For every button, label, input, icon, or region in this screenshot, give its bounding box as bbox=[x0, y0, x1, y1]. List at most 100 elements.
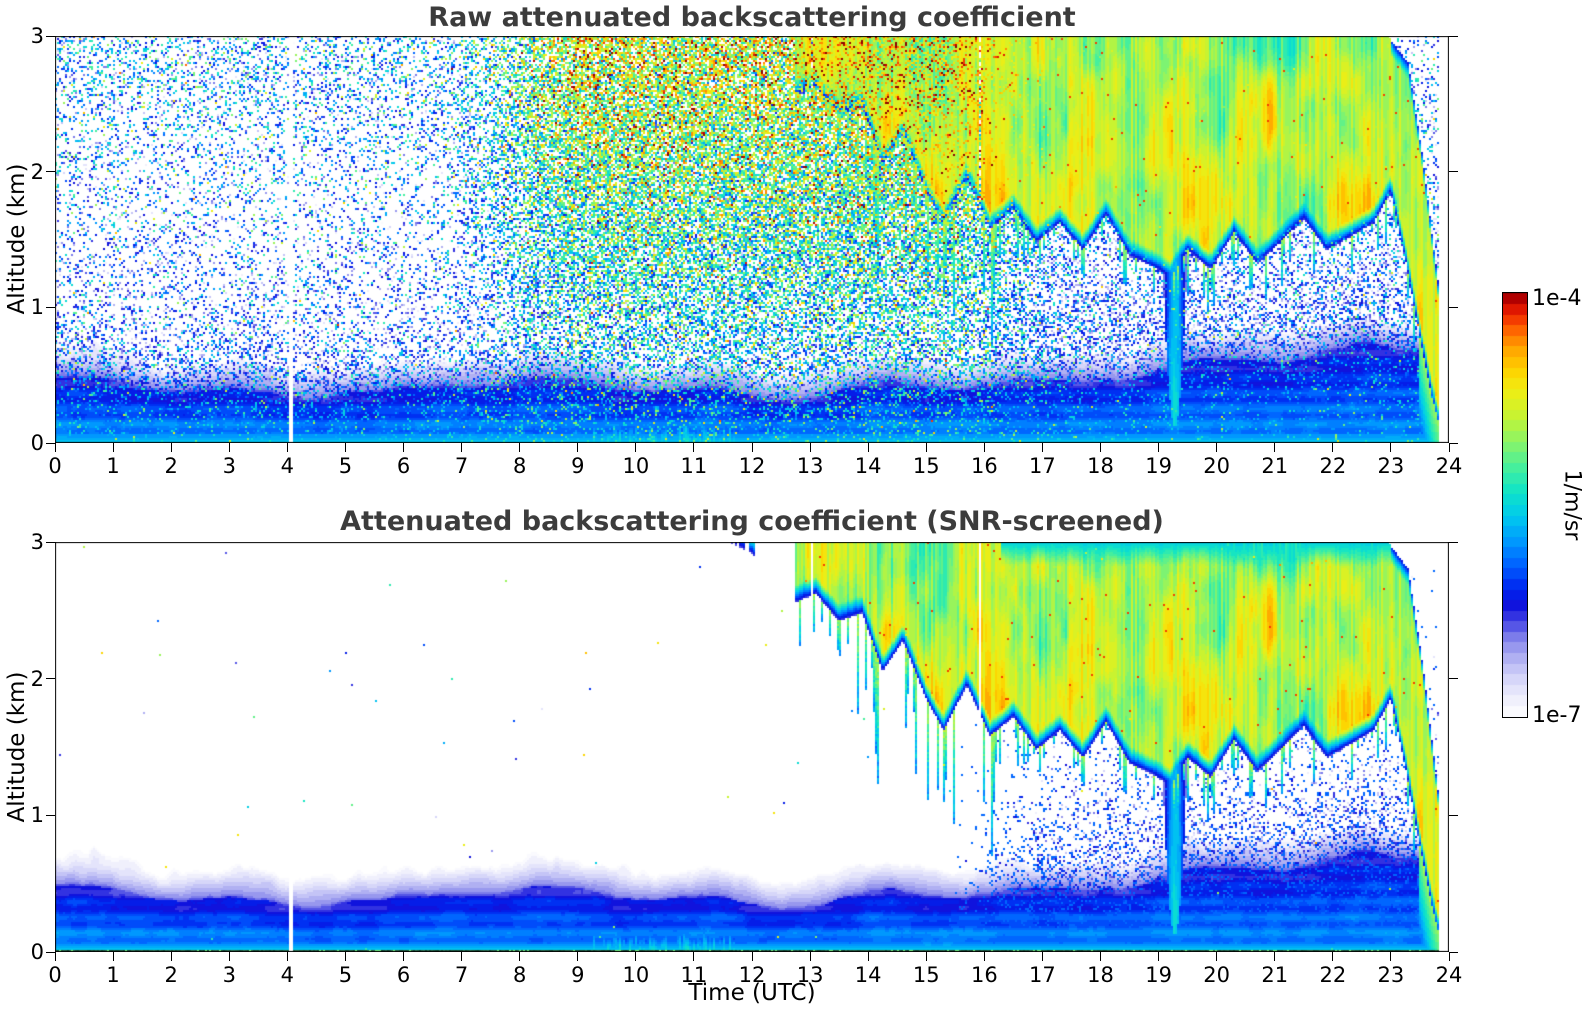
x-tick bbox=[228, 952, 230, 961]
x-tick-label: 1 bbox=[106, 454, 120, 478]
x-tick bbox=[983, 443, 985, 452]
x-tick bbox=[170, 952, 172, 961]
x-tick-label: 18 bbox=[1087, 963, 1114, 987]
x-tick bbox=[1100, 952, 1101, 961]
x-tick bbox=[54, 952, 56, 961]
x-tick bbox=[461, 952, 463, 961]
x-tick bbox=[635, 443, 637, 452]
x-tick-label: 19 bbox=[1145, 454, 1172, 478]
x-tick bbox=[1390, 952, 1392, 961]
x-tick bbox=[54, 443, 56, 452]
y-tick-right bbox=[1449, 951, 1458, 953]
x-tick bbox=[286, 952, 288, 961]
x-tick bbox=[925, 443, 927, 452]
x-tick-label: 12 bbox=[738, 963, 766, 987]
y-tick-label: 1 bbox=[30, 803, 44, 828]
x-tick-label: 11 bbox=[680, 454, 708, 478]
altitude-axis-label-bottom: Altitude (km) bbox=[4, 671, 30, 823]
colorbar bbox=[1502, 292, 1528, 718]
x-tick-label: 15 bbox=[912, 454, 940, 478]
x-tick-label: 22 bbox=[1319, 963, 1347, 987]
y-tick bbox=[46, 814, 55, 816]
x-tick-label: 10 bbox=[622, 454, 650, 478]
y-tick bbox=[46, 951, 55, 953]
x-tick-label: 12 bbox=[738, 454, 766, 478]
x-tick bbox=[1274, 952, 1276, 961]
x-tick bbox=[925, 952, 927, 961]
y-tick-label: 3 bbox=[30, 530, 44, 554]
x-tick bbox=[1448, 443, 1450, 452]
x-tick bbox=[344, 443, 346, 452]
x-tick bbox=[983, 952, 985, 961]
x-tick-label: 21 bbox=[1261, 454, 1289, 478]
x-tick bbox=[1332, 952, 1334, 961]
y-tick-right bbox=[1449, 442, 1458, 444]
colorbar-min-label: 1e-7 bbox=[1532, 703, 1582, 728]
y-tick bbox=[46, 35, 55, 37]
x-tick bbox=[286, 443, 288, 452]
x-tick bbox=[170, 443, 172, 452]
x-tick-label: 0 bbox=[48, 454, 62, 478]
y-tick-right bbox=[1449, 171, 1458, 173]
x-tick bbox=[344, 952, 346, 961]
x-tick-label: 2 bbox=[164, 454, 178, 478]
y-tick-right bbox=[1449, 541, 1458, 543]
y-tick-label: 0 bbox=[30, 431, 44, 455]
x-tick bbox=[751, 952, 753, 961]
x-tick bbox=[461, 443, 463, 452]
x-tick bbox=[809, 952, 811, 961]
x-tick-label: 15 bbox=[912, 963, 940, 987]
x-tick-label: 19 bbox=[1145, 963, 1172, 987]
x-tick bbox=[693, 443, 695, 452]
y-tick-label: 2 bbox=[30, 159, 44, 184]
x-tick bbox=[403, 443, 404, 452]
x-tick-label: 1 bbox=[106, 963, 120, 987]
colorbar-max-label: 1e-4 bbox=[1532, 286, 1582, 311]
x-tick-label: 24 bbox=[1435, 963, 1463, 987]
x-tick bbox=[1448, 952, 1450, 961]
x-tick bbox=[693, 952, 695, 961]
x-tick bbox=[112, 443, 114, 452]
y-tick-right bbox=[1449, 678, 1458, 680]
x-tick-label: 6 bbox=[396, 454, 411, 478]
x-tick-label: 8 bbox=[512, 963, 527, 987]
y-tick bbox=[46, 678, 55, 680]
x-tick-label: 3 bbox=[222, 454, 236, 478]
x-tick-label: 13 bbox=[796, 963, 824, 987]
x-tick-label: 18 bbox=[1087, 454, 1114, 478]
x-tick-label: 10 bbox=[622, 963, 650, 987]
y-tick bbox=[46, 306, 55, 308]
x-tick bbox=[751, 443, 753, 452]
x-tick bbox=[403, 952, 404, 961]
x-tick-label: 7 bbox=[454, 454, 469, 478]
screened-panel-title: Attenuated backscattering coefficient (S… bbox=[340, 506, 1164, 537]
x-tick-label: 3 bbox=[222, 963, 236, 987]
x-tick bbox=[1100, 443, 1101, 452]
x-tick-label: 9 bbox=[571, 963, 585, 987]
x-tick bbox=[519, 443, 521, 452]
x-tick bbox=[1216, 443, 1218, 452]
x-tick-label: 21 bbox=[1261, 963, 1289, 987]
x-tick-label: 2 bbox=[164, 963, 178, 987]
colorbar-unit-label: 1/m/sr bbox=[1559, 469, 1585, 541]
y-tick bbox=[46, 171, 55, 173]
x-tick-label: 20 bbox=[1203, 963, 1231, 987]
x-tick-label: 7 bbox=[454, 963, 469, 987]
x-tick-label: 0 bbox=[48, 963, 62, 987]
y-tick-label: 0 bbox=[30, 940, 44, 964]
x-tick-label: 8 bbox=[512, 454, 527, 478]
y-tick-right bbox=[1449, 306, 1458, 308]
x-tick-label: 24 bbox=[1435, 454, 1463, 478]
y-tick bbox=[46, 541, 55, 543]
y-tick-right bbox=[1449, 35, 1458, 37]
time-axis-label: Time (UTC) bbox=[688, 980, 816, 1006]
x-tick bbox=[1216, 952, 1218, 961]
x-tick-label: 20 bbox=[1203, 454, 1231, 478]
x-tick-label: 17 bbox=[1029, 963, 1056, 987]
x-tick bbox=[635, 952, 637, 961]
x-tick-label: 22 bbox=[1319, 454, 1347, 478]
x-tick bbox=[867, 443, 869, 452]
x-tick-label: 23 bbox=[1377, 963, 1405, 987]
x-tick bbox=[112, 952, 114, 961]
x-tick-label: 14 bbox=[854, 454, 882, 478]
